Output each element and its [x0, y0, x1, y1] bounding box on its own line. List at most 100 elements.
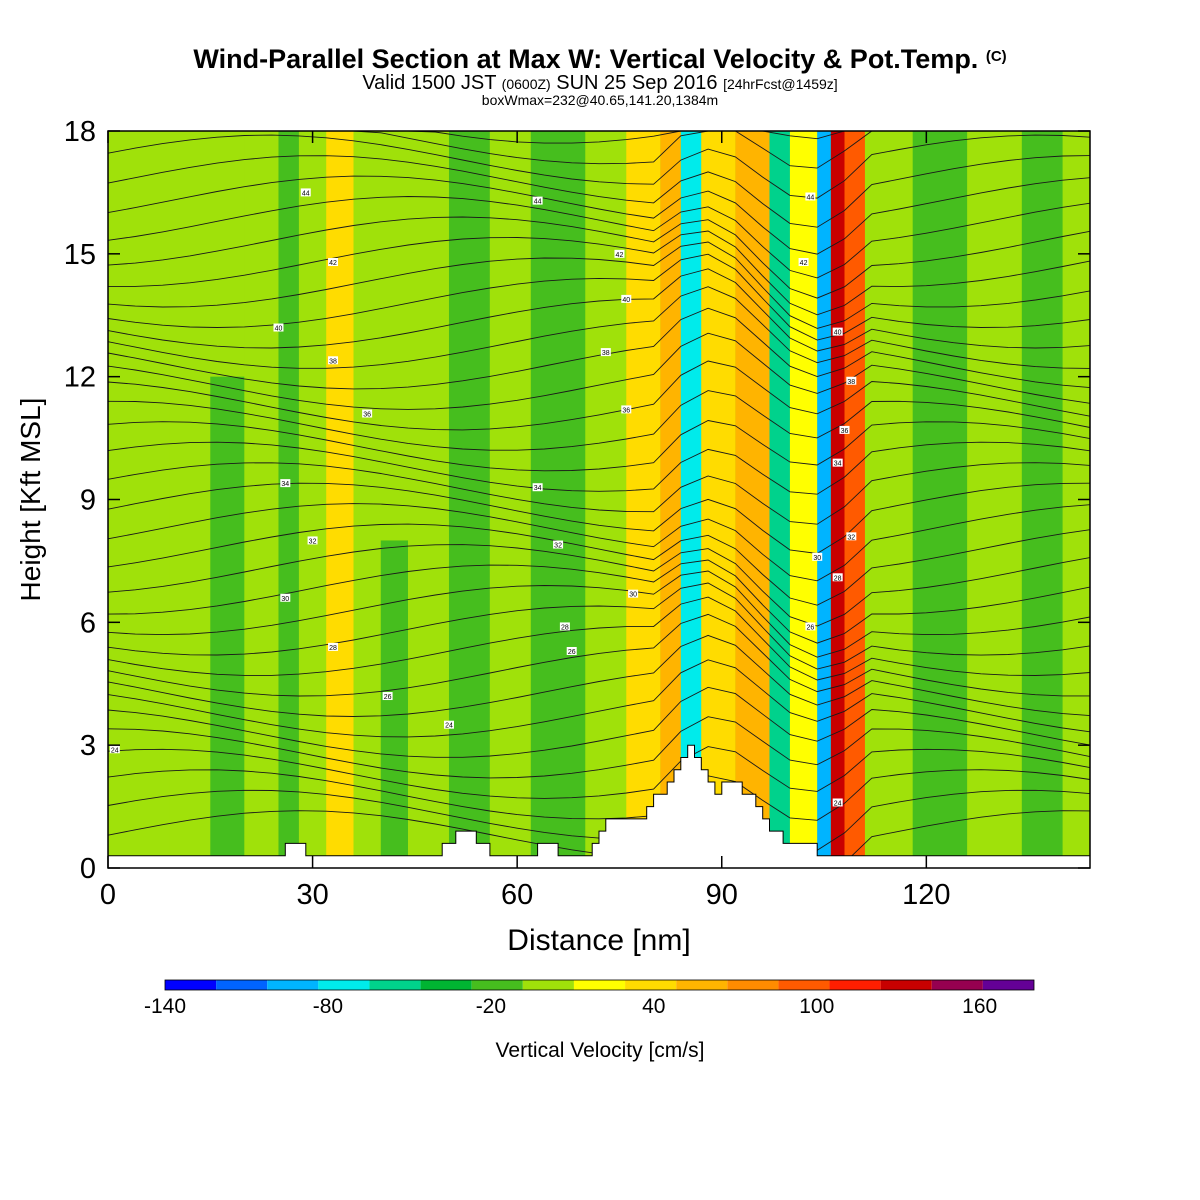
fill-band [830, 131, 845, 868]
fill-band [735, 131, 770, 868]
theta-contour-line [107, 559, 1091, 644]
contour-label: 38 [329, 358, 337, 365]
contour-label-bg [109, 745, 120, 754]
contour-label-bg [328, 258, 339, 267]
contour-label: 44 [534, 199, 542, 206]
colorbar: -140 -80 -20 40 100 160 [144, 979, 1035, 1018]
fill-band [769, 131, 790, 868]
colorbar-swatch [165, 980, 217, 990]
contour-label: 32 [554, 543, 562, 550]
fill-band [817, 131, 831, 868]
contour-label: 36 [622, 407, 630, 414]
y-tick-label: 15 [64, 239, 96, 271]
theta-contour-line [107, 390, 1091, 451]
y-tick-label: 6 [80, 607, 96, 639]
contour-label-bg [846, 532, 857, 541]
contour-label-bg [559, 622, 570, 631]
subtitle-forecast: [24hrFcst@1459z] [723, 76, 838, 92]
theta-contour-line [107, 268, 1091, 352]
contour-label: 42 [616, 252, 624, 259]
theta-contour-line [107, 175, 1091, 255]
fill-band [169, 131, 211, 868]
subtitle-valid: Valid 1500 JST [362, 72, 497, 94]
contour-label-bg [839, 425, 850, 434]
fill-band [660, 131, 681, 868]
chart-subtitle: Valid 1500 JST (0600Z) SUN 25 Sep 2016 [… [0, 72, 1200, 95]
chart-title: Wind-Parallel Section at Max W: Vertical… [0, 44, 1200, 75]
chart-box-info: boxWmax=232@40.65,141.20,1384m [481, 92, 719, 108]
contour-label-bg [614, 249, 625, 258]
y-tick-label: 0 [80, 853, 96, 885]
velocity-fill-layer [108, 131, 1090, 869]
contour-label-bg [798, 258, 809, 267]
fill-band [864, 131, 913, 868]
colorbar-swatch [522, 980, 574, 990]
theta-contour-line [107, 286, 1091, 369]
contour-label: 32 [847, 534, 855, 541]
y-tick-label: 3 [80, 730, 96, 762]
colorbar-label: Vertical Velocity [cm/s] [496, 1039, 705, 1062]
contour-label-bg [553, 540, 564, 549]
colorbar-swatch [369, 980, 421, 990]
theta-contour-line [107, 216, 1091, 299]
fill-band [489, 131, 531, 868]
chart-title-suffix: (C) [985, 48, 1007, 65]
contour-label: 42 [329, 260, 337, 267]
colorbar-tick-label: -20 [476, 995, 506, 1018]
theta-contour-line [107, 155, 1091, 228]
contour-label: 24 [111, 747, 119, 754]
x-axis-label: Distance [nm] [507, 924, 690, 957]
x-tick-label: 120 [902, 879, 950, 911]
colorbar-swatch [216, 980, 268, 990]
contour-label-bg [280, 479, 291, 488]
contour-label-bg [805, 192, 816, 201]
contour-label: 36 [363, 412, 371, 419]
contour-label: 44 [302, 190, 310, 197]
theta-contour-line [107, 634, 1091, 717]
contour-label: 38 [602, 350, 610, 357]
contour-label: 28 [561, 624, 569, 631]
theta-contour-line [107, 332, 1091, 410]
fill-band [210, 376, 245, 868]
contour-label: 24 [445, 723, 453, 730]
colorbar-tick-label: 100 [799, 995, 834, 1018]
y-tick-label: 12 [64, 362, 96, 394]
theta-contour-line [108, 230, 1091, 316]
theta-contour-line [107, 582, 1091, 670]
contour-label-bg [846, 376, 857, 385]
contour-label-bg [532, 483, 543, 492]
contour-label: 36 [841, 428, 849, 435]
contour-label: 34 [834, 461, 842, 468]
colorbar-swatch [880, 980, 932, 990]
theta-contour-line [107, 746, 1091, 799]
chart-title-text: Wind-Parallel Section at Max W: Vertical… [193, 44, 979, 74]
theta-contour-line [107, 307, 1091, 390]
fill-band [789, 131, 818, 868]
colorbar-swatch [778, 980, 830, 990]
colorbar-swatch [625, 980, 677, 990]
fill-band [380, 540, 409, 868]
terrain-layer [107, 744, 1091, 869]
theta-contour-line [107, 134, 1091, 199]
contour-label: 26 [384, 694, 392, 701]
contour-label: 40 [834, 330, 842, 337]
contour-label-bg [832, 798, 843, 807]
colorbar-swatch [676, 980, 728, 990]
contour-label-bg [273, 323, 284, 332]
theta-contour-line [107, 686, 1091, 758]
theta-contour-line [107, 360, 1091, 431]
y-tick-label: 9 [80, 485, 96, 517]
theta-contour-line [107, 659, 1091, 738]
contour-label-bg [443, 720, 454, 729]
theta-contour-line [107, 613, 1090, 697]
contour-label: 30 [281, 596, 289, 603]
colorbar-swatch [318, 980, 370, 990]
x-tick-label: 60 [501, 879, 533, 911]
theta-contour-line [107, 253, 1091, 341]
contour-label-bg [566, 646, 577, 655]
contour-label-bg [805, 622, 816, 631]
theta-contour-line [107, 716, 1091, 779]
contour-label: 34 [281, 481, 289, 488]
subtitle-utc: (0600Z) [501, 76, 551, 92]
